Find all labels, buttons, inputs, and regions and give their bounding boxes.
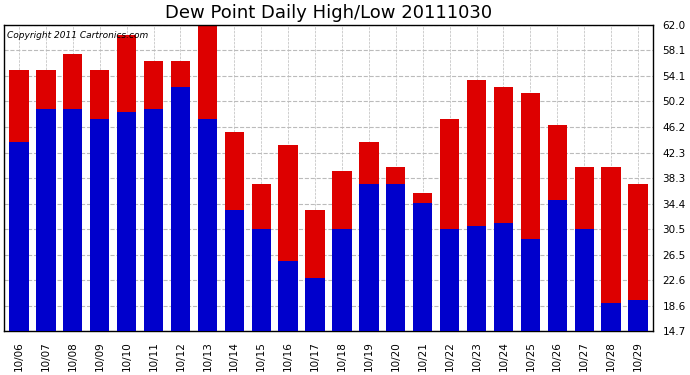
Bar: [440, 229, 460, 375]
Bar: [440, 119, 460, 375]
Bar: [9, 70, 29, 375]
Bar: [359, 184, 379, 375]
Bar: [171, 61, 190, 375]
Bar: [467, 226, 486, 375]
Bar: [548, 200, 567, 375]
Bar: [494, 87, 513, 375]
Bar: [36, 70, 56, 375]
Bar: [279, 145, 298, 375]
Bar: [521, 238, 540, 375]
Bar: [198, 119, 217, 375]
Bar: [602, 303, 621, 375]
Bar: [359, 142, 379, 375]
Bar: [467, 80, 486, 375]
Bar: [63, 109, 83, 375]
Bar: [171, 87, 190, 375]
Bar: [198, 19, 217, 375]
Bar: [36, 109, 56, 375]
Bar: [413, 203, 433, 375]
Bar: [333, 229, 352, 375]
Bar: [90, 119, 110, 375]
Bar: [9, 142, 29, 375]
Bar: [629, 300, 648, 375]
Bar: [333, 171, 352, 375]
Bar: [629, 184, 648, 375]
Bar: [521, 93, 540, 375]
Bar: [117, 112, 137, 375]
Bar: [279, 261, 298, 375]
Bar: [90, 70, 110, 375]
Bar: [117, 35, 137, 375]
Bar: [386, 168, 406, 375]
Bar: [306, 210, 325, 375]
Bar: [252, 229, 271, 375]
Bar: [575, 168, 594, 375]
Text: Copyright 2011 Cartronics.com: Copyright 2011 Cartronics.com: [8, 31, 148, 40]
Bar: [144, 61, 164, 375]
Bar: [494, 222, 513, 375]
Bar: [225, 210, 244, 375]
Title: Dew Point Daily High/Low 20111030: Dew Point Daily High/Low 20111030: [165, 4, 492, 22]
Bar: [413, 194, 433, 375]
Bar: [144, 109, 164, 375]
Bar: [252, 184, 271, 375]
Bar: [306, 278, 325, 375]
Bar: [575, 229, 594, 375]
Bar: [386, 184, 406, 375]
Bar: [602, 168, 621, 375]
Bar: [63, 54, 83, 375]
Bar: [225, 132, 244, 375]
Bar: [548, 125, 567, 375]
